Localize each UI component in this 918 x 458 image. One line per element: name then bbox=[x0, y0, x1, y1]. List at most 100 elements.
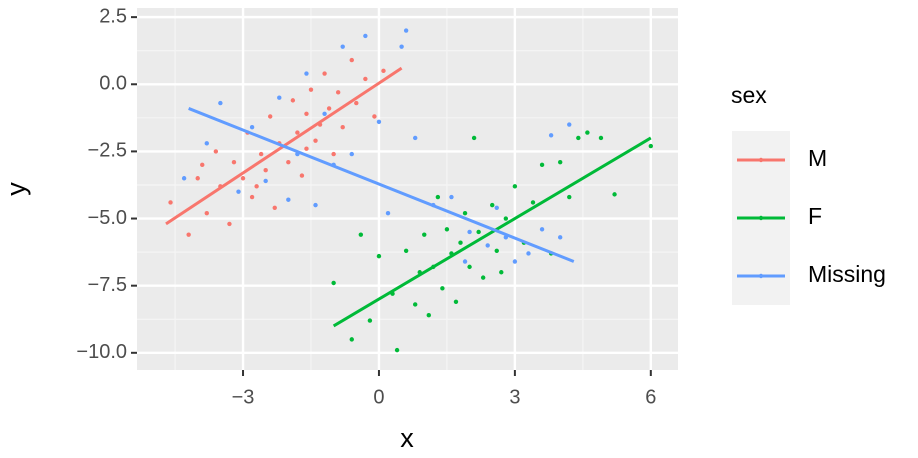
point bbox=[349, 151, 354, 157]
point bbox=[204, 210, 209, 216]
point bbox=[449, 194, 454, 200]
point bbox=[263, 168, 268, 173]
x-axis-title: x bbox=[400, 423, 414, 453]
point bbox=[258, 151, 264, 157]
point bbox=[612, 192, 617, 197]
point bbox=[381, 68, 386, 74]
point bbox=[539, 227, 545, 232]
fit-line bbox=[188, 107, 575, 263]
point bbox=[462, 259, 468, 264]
point bbox=[249, 125, 255, 130]
point bbox=[422, 232, 427, 237]
point bbox=[358, 232, 364, 237]
point bbox=[349, 337, 354, 342]
point bbox=[413, 135, 418, 141]
point bbox=[372, 114, 377, 119]
point bbox=[354, 100, 359, 106]
point bbox=[367, 318, 373, 323]
legend-label: F bbox=[808, 203, 822, 229]
point bbox=[304, 71, 309, 76]
y-tick-label: 2.5 bbox=[99, 5, 127, 27]
point bbox=[272, 205, 277, 210]
point bbox=[394, 347, 400, 353]
point bbox=[557, 159, 563, 165]
point bbox=[195, 176, 200, 181]
point bbox=[440, 286, 445, 291]
point bbox=[308, 87, 314, 92]
legend-dot bbox=[758, 215, 764, 221]
panel bbox=[137, 8, 678, 370]
legend-dot bbox=[758, 273, 764, 279]
point bbox=[503, 216, 509, 221]
legend-dot bbox=[758, 157, 764, 163]
point bbox=[186, 232, 191, 237]
point bbox=[286, 197, 291, 202]
point bbox=[168, 200, 173, 205]
point bbox=[385, 210, 391, 216]
y-tick-label: −7.5 bbox=[88, 274, 127, 296]
point bbox=[539, 162, 545, 168]
point bbox=[548, 133, 554, 138]
point bbox=[467, 264, 472, 270]
point bbox=[494, 205, 499, 210]
point bbox=[512, 184, 518, 189]
point bbox=[403, 248, 409, 253]
x-tick-label: −3 bbox=[232, 386, 255, 408]
point bbox=[227, 221, 232, 227]
legend-title: sex bbox=[731, 82, 767, 108]
y-tick-label: −10.0 bbox=[76, 341, 127, 363]
point bbox=[263, 178, 268, 184]
point bbox=[204, 141, 209, 146]
point bbox=[462, 210, 468, 216]
point bbox=[254, 184, 259, 189]
point bbox=[512, 259, 518, 264]
legend-label: Missing bbox=[808, 261, 886, 287]
point bbox=[485, 243, 490, 248]
point bbox=[249, 194, 255, 200]
point bbox=[304, 111, 309, 117]
point bbox=[331, 151, 336, 157]
point bbox=[403, 28, 409, 33]
point bbox=[326, 106, 332, 111]
point bbox=[363, 76, 368, 82]
point bbox=[376, 253, 382, 259]
point bbox=[476, 229, 481, 235]
point bbox=[598, 135, 604, 141]
x-tick-label: 3 bbox=[509, 386, 520, 408]
point bbox=[567, 194, 572, 200]
x-tick-label: 0 bbox=[373, 386, 384, 408]
point bbox=[467, 229, 472, 235]
point bbox=[376, 119, 382, 125]
point bbox=[313, 138, 318, 143]
point bbox=[236, 189, 241, 194]
point bbox=[299, 173, 305, 178]
point bbox=[331, 280, 336, 286]
point bbox=[313, 202, 318, 208]
point bbox=[363, 33, 368, 39]
point bbox=[240, 176, 246, 181]
point bbox=[648, 143, 654, 149]
y-axis-title: y bbox=[1, 182, 31, 196]
fit-line bbox=[332, 136, 652, 328]
point bbox=[490, 202, 495, 208]
point bbox=[458, 240, 463, 245]
point bbox=[200, 162, 205, 168]
point bbox=[576, 135, 581, 141]
point bbox=[494, 248, 499, 253]
point bbox=[567, 122, 572, 127]
point bbox=[340, 125, 345, 130]
point bbox=[471, 135, 477, 141]
point bbox=[526, 251, 531, 256]
point bbox=[585, 130, 590, 135]
y-tick-label: 0.0 bbox=[99, 73, 127, 95]
point bbox=[268, 114, 273, 119]
point bbox=[444, 227, 450, 232]
point bbox=[286, 159, 291, 165]
point bbox=[304, 146, 309, 151]
point bbox=[322, 71, 327, 76]
legend-label: M bbox=[808, 145, 827, 171]
point bbox=[213, 149, 219, 154]
point bbox=[349, 57, 354, 63]
